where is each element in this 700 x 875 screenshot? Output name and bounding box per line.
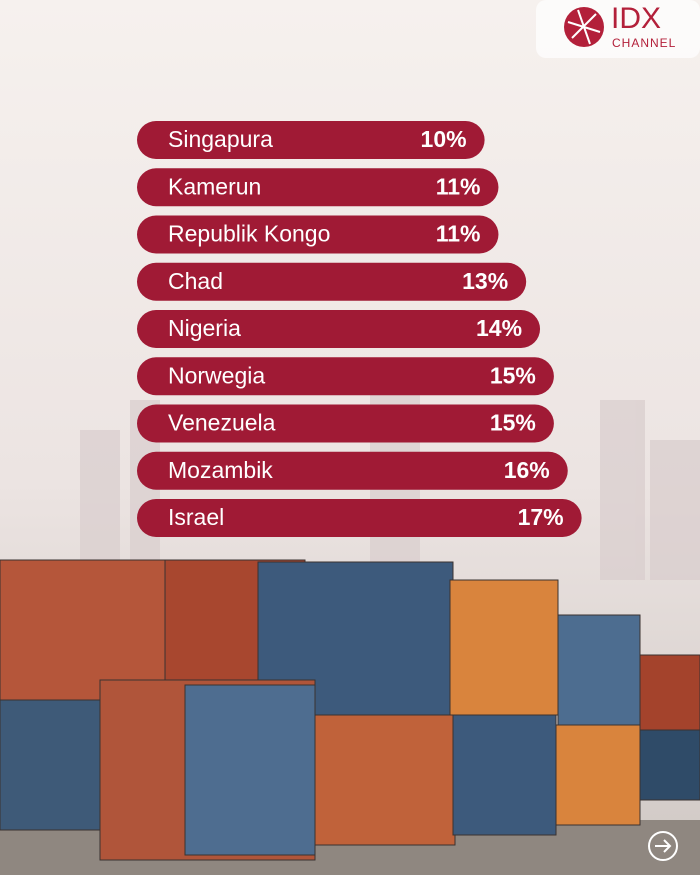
category-label: Kamerun (168, 173, 261, 199)
bar (137, 168, 499, 207)
category-label: Venezuela (168, 410, 276, 436)
bar (137, 310, 541, 348)
logo-name: IDX (611, 2, 661, 35)
value-label: 11% (436, 173, 481, 199)
category-label: Nigeria (168, 315, 241, 341)
category-label: Mozambik (168, 457, 273, 483)
bar (137, 499, 582, 537)
value-label: 13% (462, 268, 508, 294)
category-label: Israel (168, 504, 224, 530)
containers (0, 559, 700, 861)
bar (137, 451, 568, 490)
bar (137, 121, 485, 159)
category-label: Chad (168, 268, 223, 294)
value-label: 10% (421, 126, 467, 152)
bar (137, 262, 527, 301)
value-label: 15% (490, 362, 536, 388)
bar (137, 215, 499, 254)
category-label: Singapura (168, 126, 273, 152)
category-label: Republik Kongo (168, 221, 330, 247)
logo-sub: CHANNEL (612, 36, 676, 50)
value-label: 14% (476, 315, 522, 341)
value-label: 11% (436, 221, 481, 247)
value-label: 17% (518, 504, 564, 530)
bar (137, 357, 554, 396)
category-label: Norwegia (168, 362, 265, 388)
bar (137, 404, 554, 443)
value-label: 16% (504, 457, 550, 483)
next-button[interactable] (648, 831, 678, 861)
logo: IDX CHANNEL (536, 0, 700, 58)
value-label: 15% (490, 410, 536, 436)
